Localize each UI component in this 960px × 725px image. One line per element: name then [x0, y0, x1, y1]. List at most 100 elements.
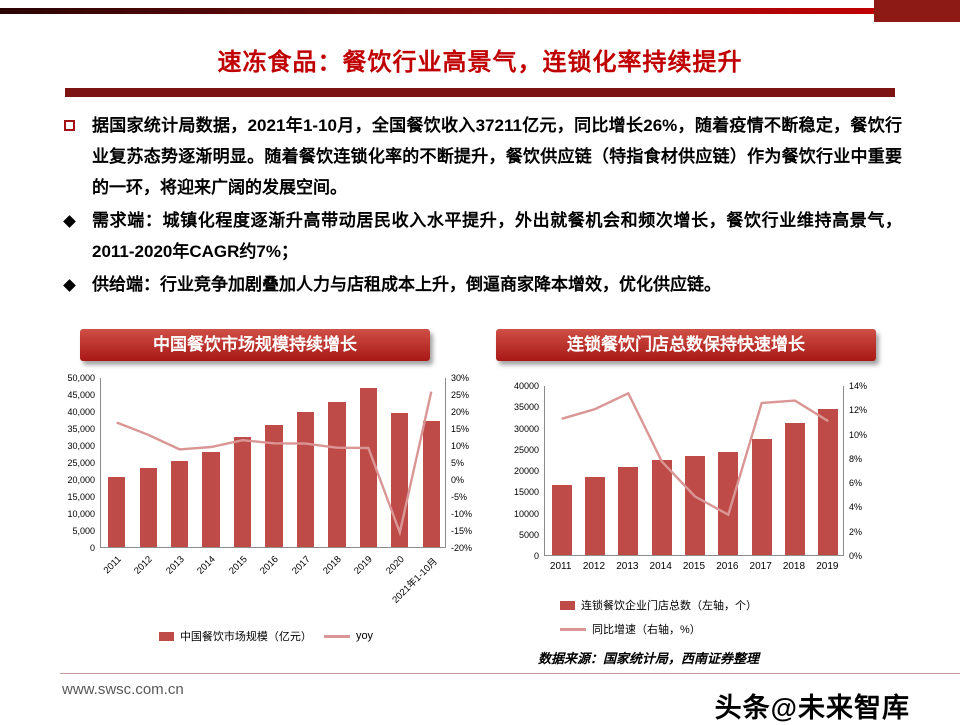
y-axis-tick-label: 20,000 [67, 475, 95, 485]
x-axis-label: 2017 [749, 561, 772, 572]
secondary-y-axis-tick-label: 5% [451, 458, 465, 468]
y-axis-tick-label: 25,000 [67, 458, 95, 468]
x-axis-label: 2017 [289, 554, 313, 577]
legend-entry-line: 同比增速（右轴，%） [560, 621, 701, 637]
y-axis-tick-label: 5,000 [72, 526, 95, 536]
bullet-text: 供给端：行业竞争加剧叠加人力与店租成本上升，倒逼商家降本增效，优化供应链。 [92, 269, 902, 300]
bar-2012 [139, 467, 157, 547]
y-axis-tick-label: 0 [89, 543, 95, 553]
bullet-item-2: 需求端：城镇化程度逐渐升高带动居民收入水平提升，外出就餐机会和频次增长，餐饮行业… [63, 205, 903, 267]
top-decoration-block [874, 0, 960, 22]
secondary-y-axis-tick-label: 14% [849, 381, 868, 391]
square-bullet-icon [64, 120, 75, 131]
bullet-body: 行业竞争加剧叠加人力与店租成本上升，倒逼商家降本增效，优化供应链。 [160, 275, 721, 294]
bar-2015 [233, 437, 252, 547]
watermark-text: 头条@未来智库 [714, 693, 910, 723]
bar-2016 [718, 452, 739, 555]
bullet-item-3: 供给端：行业竞争加剧叠加人力与店租成本上升，倒逼商家降本增效，优化供应链。 [63, 269, 902, 300]
legend-entry-bars: 连锁餐饮企业门店总数（左轴，个） [560, 597, 757, 613]
x-axis-label: 2018 [320, 554, 344, 577]
x-axis-label: 2011 [101, 554, 124, 577]
x-axis-label: 2014 [195, 554, 218, 577]
chart-plot-area [100, 378, 446, 548]
y-axis-tick-label: 20000 [513, 466, 539, 476]
bullet-marker-cell [63, 205, 92, 267]
y-axis-tick-label: 10000 [513, 508, 539, 519]
x-axis-label: 2016 [258, 554, 281, 577]
line-series-swatch [560, 627, 586, 631]
bar-2017 [751, 439, 772, 555]
bar-2014 [202, 452, 220, 547]
secondary-y-axis-tick-label: 0% [451, 475, 465, 485]
legend-label: 连锁餐饮企业门店总数（左轴，个） [581, 600, 757, 612]
x-axis-label: 2016 [716, 561, 739, 572]
bar-2019 [359, 388, 377, 547]
bar-series-swatch [158, 631, 174, 641]
right-chart: 40000 35000 30000 25000 20000 15000 10000 5000 0… [500, 381, 885, 586]
bar-2015 [685, 455, 705, 555]
bullet-prefix: 需求端： [92, 211, 163, 230]
data-source-note: 数据来源：国家统计局，西南证券整理 [538, 651, 760, 666]
legend-entry-line: yoy [323, 630, 373, 642]
secondary-y-axis-tick-label: 30% [451, 373, 470, 383]
x-axis-label: 2018 [782, 561, 806, 572]
secondary-y-axis-tick-label: 15% [451, 424, 470, 434]
x-axis-label: 2020 [383, 554, 407, 577]
y-axis-tick-label: 45,000 [67, 390, 95, 400]
bar-series-swatch [560, 600, 575, 610]
top-decoration-strip [0, 8, 874, 14]
bar-2018 [328, 401, 346, 547]
x-axis-label: 2019 [816, 561, 839, 572]
page-title: 速冻食品：餐饮行业高景气，连锁化率持续提升 [217, 49, 743, 76]
bar-2013 [618, 466, 639, 555]
secondary-y-axis-tick-label: 0% [849, 551, 863, 561]
secondary-y-axis-tick-label: 2% [849, 526, 863, 537]
secondary-y-axis-tick-label: -20% [451, 543, 473, 553]
secondary-y-axis-tick-label: 25% [451, 390, 470, 400]
secondary-y-axis-tick-label: -10% [451, 509, 473, 519]
y-axis-tick-label: 15,000 [67, 492, 95, 502]
secondary-y-axis-tick-label: 10% [849, 429, 868, 440]
y-axis-tick-label: 15000 [513, 487, 539, 498]
footer-divider [60, 673, 960, 674]
line-series [561, 391, 829, 517]
bullet-list: 据国家统计局数据，2021年1-10月，全国餐饮收入37211亿元，同比增长26… [63, 110, 903, 302]
title-underline-bar [65, 88, 895, 97]
bar-2014 [651, 459, 672, 555]
left-chart-title-banner: 中国餐饮市场规模持续增长 [80, 329, 430, 361]
y-axis-tick-label: 40,000 [67, 407, 95, 417]
bullet-marker-cell [64, 110, 92, 203]
bar-2019 [818, 408, 839, 555]
secondary-y-axis-tick-label: 12% [849, 405, 868, 416]
secondary-y-axis-tick-label: 6% [849, 478, 863, 489]
y-axis-tick-label: 50,000 [67, 373, 95, 383]
x-axis-label: 2014 [649, 561, 672, 572]
bar-2011 [108, 477, 126, 547]
y-axis-tick-label: 5000 [518, 529, 539, 540]
x-axis-label: 2011 [549, 561, 572, 572]
legend-label: 同比增速（右轴，%） [592, 624, 701, 636]
x-axis-label: 2015 [226, 554, 250, 577]
bullet-marker-cell [63, 269, 92, 300]
bullet-text: 据国家统计局数据，2021年1-10月，全国餐饮收入37211亿元，同比增长26… [92, 110, 902, 203]
bar-2013 [171, 460, 189, 547]
line-series [116, 391, 433, 537]
right-chart-title-banner: 连锁餐饮门店总数保持快速增长 [496, 329, 876, 361]
bullet-body: 据国家统计局数据，2021年1-10月，全国餐饮收入37211亿元，同比增长26… [92, 116, 902, 197]
website-link[interactable]: www.swsc.com.cn [62, 681, 184, 698]
bar-2017 [296, 412, 315, 547]
secondary-y-axis-tick-label: -5% [451, 492, 468, 502]
y-axis-tick-label: 40000 [513, 381, 539, 391]
left-chart-legend: 中国餐饮市场规模（亿元） yoy [56, 628, 476, 644]
bullet-body: 城镇化程度逐渐升高带动居民收入水平提升，外出就餐机会和频次增长，餐饮行业维持高景… [92, 211, 903, 261]
legend-entry-bars: 中国餐饮市场规模（亿元） [158, 628, 312, 644]
right-chart-legend: 连锁餐饮企业门店总数（左轴，个） 同比增速（右轴，%） [560, 597, 757, 637]
bar-2018 [785, 423, 805, 555]
y-axis-tick-label: 0 [533, 551, 539, 561]
bar-2016 [265, 425, 283, 547]
y-axis-tick-label: 35000 [513, 402, 539, 413]
secondary-y-axis-tick-label: 10% [451, 441, 470, 451]
bar-2011 [551, 484, 572, 555]
bullet-item-1: 据国家统计局数据，2021年1-10月，全国餐饮收入37211亿元，同比增长26… [64, 110, 902, 203]
y-axis-tick-label: 30000 [513, 423, 539, 434]
